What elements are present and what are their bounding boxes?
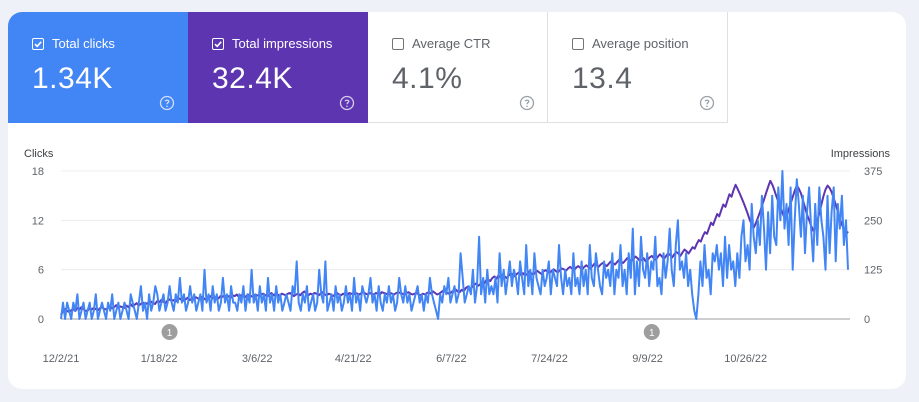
metric-tab-average-position[interactable]: Average position 13.4 [548, 12, 728, 123]
metric-label: Total impressions [232, 36, 333, 51]
x-tick-label: 9/9/22 [632, 353, 663, 365]
x-tick-label: 10/26/22 [724, 353, 767, 365]
x-tick-label: 4/21/22 [335, 353, 372, 365]
metric-value: 13.4 [572, 62, 633, 95]
annotation-marker[interactable]: 1 [161, 324, 178, 340]
y-left-tick-label: 6 [38, 265, 44, 277]
performance-card: Total clicks 1.34K Total impressions 32.… [8, 12, 906, 389]
annotation-marker[interactable]: 1 [643, 324, 660, 340]
help-icon[interactable] [519, 95, 535, 111]
help-icon[interactable] [339, 95, 355, 111]
y-right-axis-title: Impressions [831, 148, 891, 160]
metric-label: Total clicks [52, 36, 115, 51]
x-tick-label: 6/7/22 [436, 353, 467, 365]
y-left-tick-label: 18 [32, 166, 44, 178]
annotation-dot [161, 324, 178, 340]
metric-tabs: Total clicks 1.34K Total impressions 32.… [8, 12, 728, 123]
annotation-label: 1 [649, 328, 655, 339]
metric-value: 4.1% [392, 62, 463, 95]
x-tick-label: 1/18/22 [141, 353, 178, 365]
metric-tab-average-ctr[interactable]: Average CTR 4.1% [368, 12, 548, 123]
y-right-tick-label: 250 [864, 215, 882, 227]
annotation-label: 1 [167, 328, 173, 339]
help-icon[interactable] [159, 95, 175, 111]
y-right-tick-label: 0 [864, 314, 870, 326]
checkbox-icon[interactable] [32, 37, 44, 50]
metric-value: 1.34K [32, 62, 113, 95]
series-line-clicks [60, 170, 849, 320]
checkbox-icon[interactable] [572, 37, 584, 50]
y-left-axis-title: Clicks [24, 148, 54, 160]
annotation-dot [643, 324, 660, 340]
metric-tab-total-clicks[interactable]: Total clicks 1.34K [8, 12, 188, 123]
help-icon[interactable] [699, 95, 715, 111]
metric-value: 32.4K [212, 62, 293, 95]
y-left-tick-label: 12 [32, 215, 44, 227]
checkbox-icon[interactable] [212, 37, 224, 50]
checkbox-icon[interactable] [392, 37, 404, 50]
y-right-tick-label: 375 [864, 166, 882, 178]
y-left-tick-label: 0 [38, 314, 44, 326]
metric-label: Average position [592, 36, 689, 51]
metric-tab-total-impressions[interactable]: Total impressions 32.4K [188, 12, 368, 123]
x-tick-label: 12/2/21 [43, 353, 80, 365]
x-tick-label: 3/6/22 [242, 353, 273, 365]
x-tick-label: 7/24/22 [531, 353, 568, 365]
metric-label: Average CTR [412, 36, 491, 51]
y-right-tick-label: 125 [864, 265, 882, 277]
